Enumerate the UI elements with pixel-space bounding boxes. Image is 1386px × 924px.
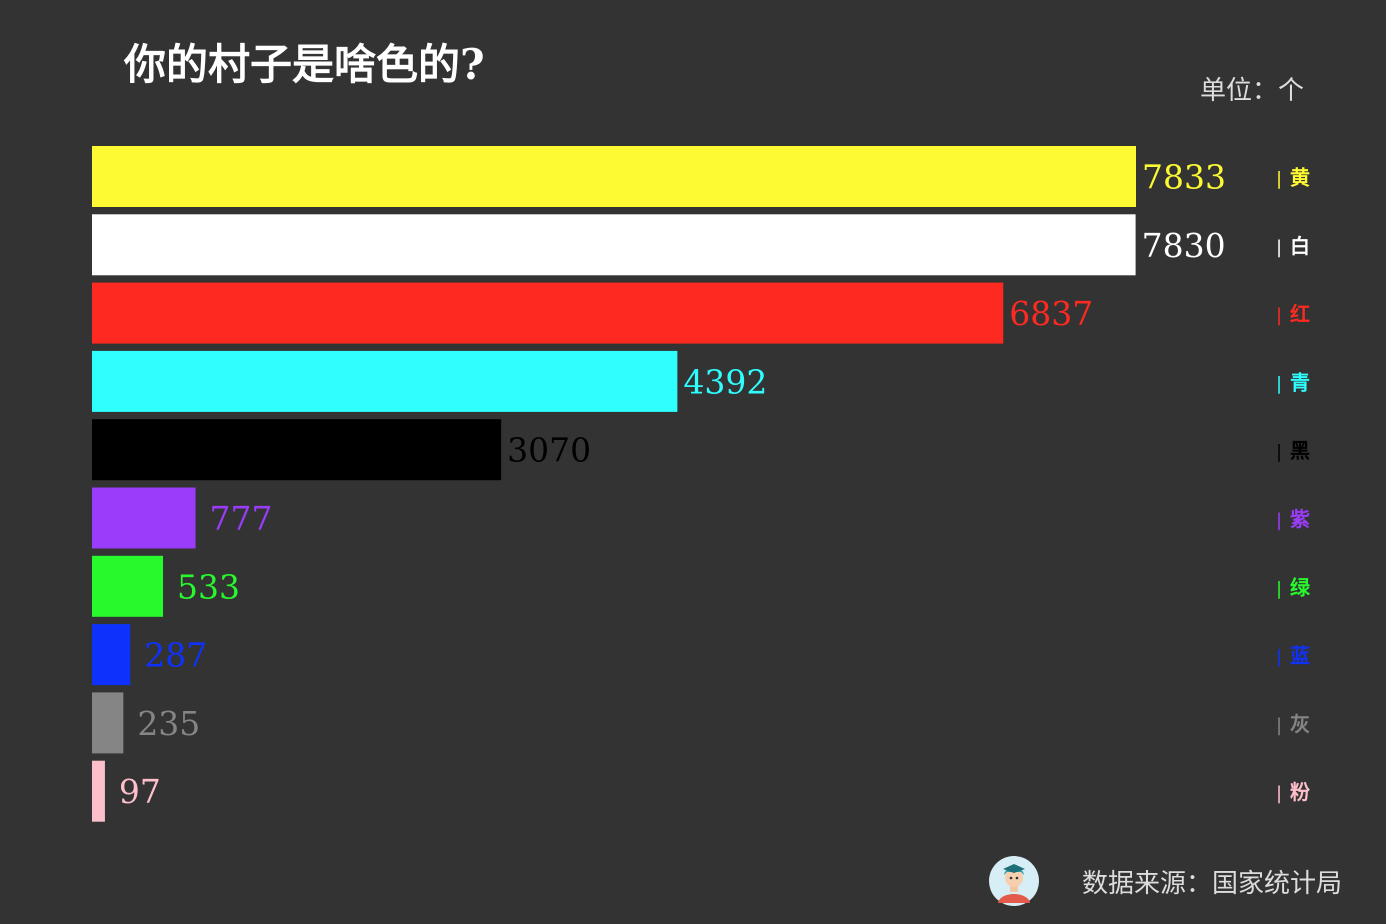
category-label: 绿 [1290,575,1311,599]
value-label: 7833 [1142,158,1226,197]
value-label: 6837 [1009,294,1093,333]
value-label: 97 [119,772,161,811]
category-marker: | [1276,373,1282,394]
data-source-text: 数据来源：国家统计局 [1082,868,1343,899]
category-label: 紫 [1290,507,1310,531]
bar-绿 [92,555,164,617]
bar-白 [92,214,1136,276]
bar-黄 [92,146,1136,207]
value-label: 4392 [683,362,767,401]
category-marker: | [1276,305,1282,326]
category-marker: | [1276,715,1282,736]
category-label: 黑 [1290,439,1310,463]
bar-黑 [92,419,502,481]
source-footer: 数据来源：国家统计局 [988,854,1342,908]
category-marker: | [1276,237,1282,258]
value-label: 235 [137,704,200,743]
bar-红 [92,282,1004,344]
value-label: 533 [177,567,240,606]
category-marker: | [1276,578,1282,599]
person-avatar-icon [989,856,1039,906]
category-label: 蓝 [1290,644,1310,668]
value-label: 3070 [507,431,591,470]
category-label: 青 [1290,370,1310,394]
category-marker: | [1276,510,1282,531]
unit-label: 单位：个 [1200,76,1305,106]
chart-title: 你的村子是啥色的? [124,40,485,89]
category-marker: | [1276,169,1282,190]
bar-粉 [92,760,105,822]
bar-蓝 [92,624,131,686]
category-marker: | [1276,442,1282,463]
value-label: 7830 [1142,226,1226,265]
bar-青 [92,350,678,412]
category-marker: | [1276,783,1282,804]
category-label: 白 [1290,234,1310,258]
bar-灰 [92,692,124,754]
value-label: 777 [210,499,273,538]
category-label: 灰 [1290,712,1310,736]
value-label: 287 [144,636,207,675]
category-label: 红 [1290,302,1310,326]
category-label: 粉 [1290,780,1310,804]
bar-紫 [92,487,196,549]
category-marker: | [1276,647,1282,668]
category-label: 黄 [1290,166,1310,190]
